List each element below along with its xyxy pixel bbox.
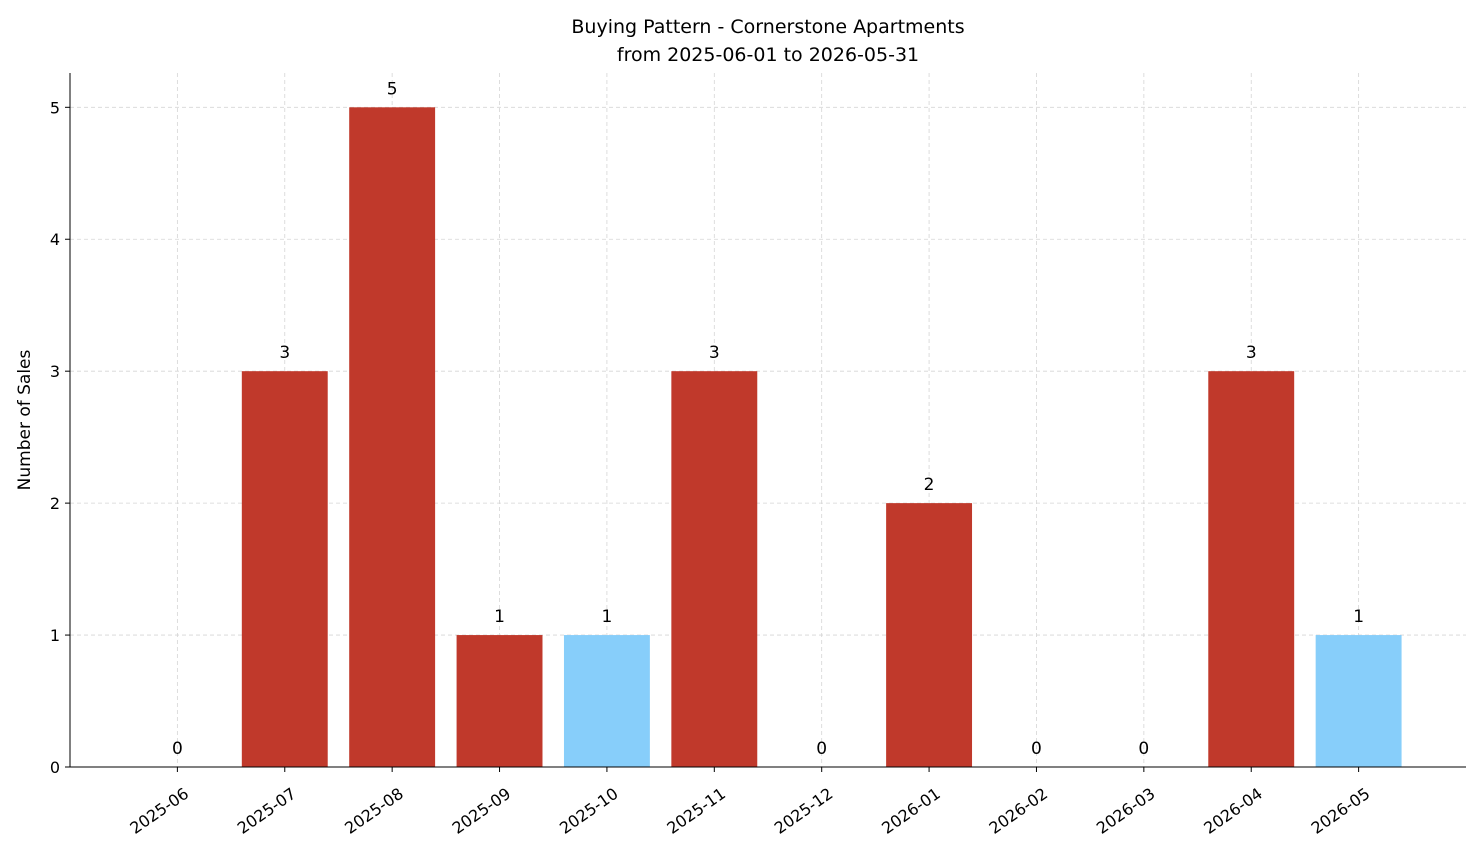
value-label: 5: [387, 79, 398, 99]
value-label: 0: [1031, 739, 1042, 759]
y-tick-label: 0: [50, 758, 60, 777]
y-tick-label: 1: [50, 626, 60, 645]
x-tick-label: 2025-11: [663, 784, 729, 838]
bar: [563, 635, 650, 767]
x-tick-label: 2025-07: [234, 784, 300, 838]
y-tick-label: 4: [50, 230, 60, 249]
x-tick-label: 2026-04: [1200, 784, 1266, 838]
value-label: 0: [172, 739, 183, 759]
chart-title: Buying Pattern - Cornerstone Apartments: [571, 16, 964, 38]
y-axis-label: Number of Sales: [15, 349, 35, 490]
x-tick-label: 2026-01: [878, 784, 944, 838]
value-label: 3: [709, 343, 720, 363]
chart-subtitle: from 2025-06-01 to 2026-05-31: [617, 44, 919, 66]
bar: [456, 635, 543, 767]
value-label: 2: [924, 475, 935, 495]
y-tick-label: 5: [50, 98, 60, 117]
bar: [886, 503, 973, 767]
bar: [349, 107, 436, 767]
x-tick-label: 2025-12: [771, 784, 837, 838]
value-label: 3: [1246, 343, 1257, 363]
y-tick-label: 3: [50, 362, 60, 381]
value-label: 1: [494, 607, 505, 627]
value-label: 1: [1353, 607, 1364, 627]
value-label: 0: [1138, 739, 1149, 759]
bar: [241, 371, 328, 767]
x-tick-label: 2026-05: [1308, 784, 1374, 838]
x-tick-label: 2025-09: [449, 784, 515, 838]
x-tick-label: 2025-10: [556, 784, 622, 838]
x-tick-label: 2026-02: [986, 784, 1052, 838]
bar: [1208, 371, 1295, 767]
bar: [1315, 635, 1402, 767]
x-tick-label: 2025-08: [341, 784, 407, 838]
value-label: 0: [816, 739, 827, 759]
bar: [671, 371, 758, 767]
y-tick-label: 2: [50, 494, 60, 513]
value-label: 3: [279, 343, 290, 363]
x-tick-label: 2026-03: [1093, 784, 1159, 838]
value-label: 1: [602, 607, 613, 627]
x-tick-label: 2025-06: [126, 784, 192, 838]
